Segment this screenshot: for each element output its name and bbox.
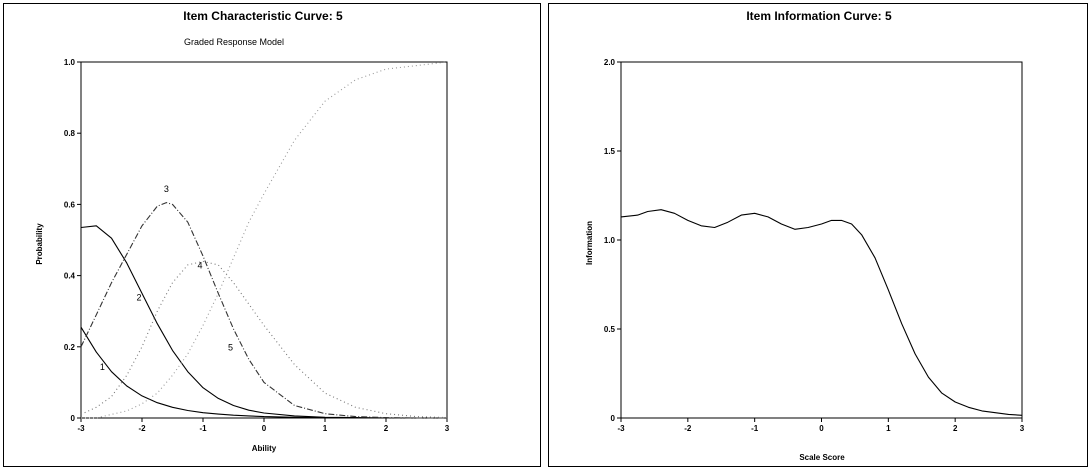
chart-title: Item Characteristic Curve: 5 xyxy=(183,9,343,23)
x-tick-label: -1 xyxy=(199,424,207,433)
item-information-curve-panel: Item Information Curve: 5 Scale Score In… xyxy=(548,3,1088,467)
x-tick-label: 0 xyxy=(819,424,824,433)
y-tick-label: 0.4 xyxy=(64,272,76,281)
item-characteristic-curve-panel: Item Characteristic Curve: 5 Graded Resp… xyxy=(3,3,541,467)
x-tick-label: 2 xyxy=(953,424,958,433)
curve-label: 1 xyxy=(100,362,105,372)
x-tick-label: -2 xyxy=(684,424,692,433)
series-line-1 xyxy=(620,209,1023,416)
chart-subtitle: Graded Response Model xyxy=(184,37,284,47)
y-tick-label: 1.0 xyxy=(604,236,616,245)
x-tick-label: -3 xyxy=(77,424,85,433)
x-axis-label: Scale Score xyxy=(799,453,845,462)
curve-label: 3 xyxy=(164,184,169,194)
x-tick-label: -1 xyxy=(751,424,759,433)
y-tick-label: 0.8 xyxy=(64,129,76,138)
plot-frame xyxy=(80,61,448,419)
y-tick-label: 0 xyxy=(71,414,76,423)
x-tick-label: 1 xyxy=(886,424,891,433)
y-tick-label: 0 xyxy=(611,414,616,423)
chart-title: Item Information Curve: 5 xyxy=(746,9,892,23)
series-line-4 xyxy=(80,260,448,419)
x-tick-label: -3 xyxy=(617,424,625,433)
y-tick-label: 0.6 xyxy=(64,200,76,209)
y-axis-label: Information xyxy=(585,221,594,265)
x-axis-label: Ability xyxy=(252,444,277,453)
series-line-2 xyxy=(80,225,447,419)
curve-label: 2 xyxy=(136,293,141,303)
curve-label: 5 xyxy=(228,342,233,352)
x-tick-label: 2 xyxy=(384,424,389,433)
y-axis-label: Probability xyxy=(35,223,44,265)
x-tick-label: 3 xyxy=(1020,424,1025,433)
y-tick-label: 0.5 xyxy=(604,325,616,334)
item-information-curve-chart: Item Information Curve: 5 Scale Score In… xyxy=(585,9,1025,462)
curve-label: 4 xyxy=(197,260,202,270)
y-tick-label: 1.0 xyxy=(64,58,76,67)
item-characteristic-curve-chart: Item Characteristic Curve: 5 Graded Resp… xyxy=(35,9,450,453)
x-tick-label: -2 xyxy=(138,424,146,433)
y-tick-label: 2.0 xyxy=(604,58,616,67)
series-line-5 xyxy=(81,61,448,419)
series-line-3 xyxy=(80,202,447,419)
plot-frame xyxy=(620,61,1023,419)
x-tick-label: 1 xyxy=(323,424,328,433)
x-tick-label: 3 xyxy=(445,424,450,433)
y-tick-label: 0.2 xyxy=(64,343,76,352)
series-line-1 xyxy=(80,326,447,419)
y-tick-label: 1.5 xyxy=(604,147,616,156)
x-tick-label: 0 xyxy=(262,424,267,433)
